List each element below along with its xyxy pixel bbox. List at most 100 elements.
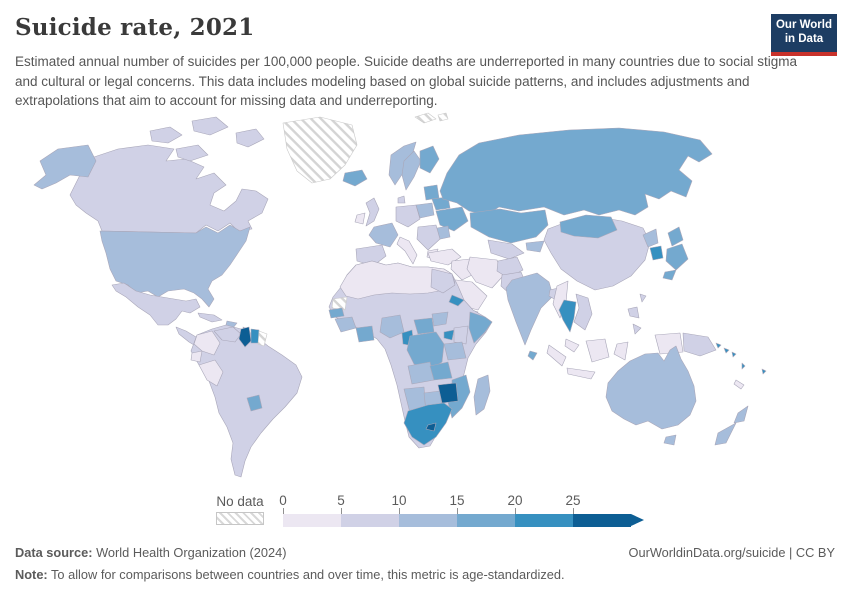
country-australia[interactable]: [605, 345, 697, 430]
chart-subtitle: Estimated annual number of suicides per …: [15, 54, 797, 109]
country-india[interactable]: [505, 272, 554, 346]
country-tanzania[interactable]: [443, 341, 467, 361]
country-poland[interactable]: [415, 202, 435, 219]
region-iberia[interactable]: [355, 244, 387, 267]
country-denmark[interactable]: [397, 195, 406, 204]
country-venezuela[interactable]: [213, 326, 242, 343]
attribution-link[interactable]: OurWorldinData.org/suicide | CC BY: [628, 545, 836, 560]
country-uruguay[interactable]: [246, 394, 263, 412]
country-kyrgyzstan[interactable]: [525, 240, 545, 253]
country-ukraine[interactable]: [435, 206, 469, 232]
region-indochina[interactable]: [573, 293, 593, 331]
legend-tick-mark: [573, 508, 574, 514]
region-western-sahara[interactable]: [331, 296, 348, 311]
owid-logo[interactable]: Our World in Data: [771, 14, 837, 56]
legend-tick-label-25: 25: [565, 493, 581, 508]
country-sweden[interactable]: [401, 150, 422, 191]
country-italy[interactable]: [396, 236, 418, 265]
legend-no-data-label: No data: [216, 494, 264, 509]
country-papua-new-guinea[interactable]: [682, 332, 717, 357]
country-senegal[interactable]: [328, 307, 345, 319]
country-angola[interactable]: [407, 361, 435, 385]
legend-bin-0-5[interactable]: [283, 514, 341, 527]
country-peru[interactable]: [198, 359, 224, 387]
country-malaysia[interactable]: [564, 338, 580, 353]
country-japan[interactable]: [662, 226, 689, 281]
country-somalia[interactable]: [468, 311, 493, 344]
country-south-sudan[interactable]: [431, 311, 449, 327]
region-north-africa[interactable]: [339, 260, 456, 300]
country-zambia[interactable]: [429, 361, 453, 381]
legend-no-data-swatch[interactable]: [216, 512, 264, 525]
country-taiwan[interactable]: [639, 293, 647, 303]
country-iceland[interactable]: [342, 169, 368, 187]
country-uk[interactable]: [365, 197, 380, 227]
country-fiji[interactable]: [761, 368, 767, 375]
country-philippines[interactable]: [627, 306, 642, 335]
country-svalbard[interactable]: [414, 112, 449, 124]
page-title: Suicide rate, 2021: [15, 14, 255, 41]
region-baltics[interactable]: [423, 184, 440, 201]
country-lesotho[interactable]: [425, 422, 437, 432]
note-label: Note:: [15, 567, 48, 582]
country-vanuatu[interactable]: [741, 362, 746, 370]
country-indonesia[interactable]: [546, 338, 629, 380]
island-tasmania[interactable]: [663, 434, 677, 446]
country-canada-arctic-islands[interactable]: [149, 116, 265, 162]
country-alaska[interactable]: [33, 144, 97, 190]
note-text: To allow for comparisons between countri…: [47, 567, 565, 582]
country-madagascar[interactable]: [473, 374, 491, 416]
note-line: Note: To allow for comparisons between c…: [15, 567, 565, 582]
region-central-asia[interactable]: [487, 239, 525, 260]
country-cuba[interactable]: [197, 312, 223, 323]
country-iran[interactable]: [466, 256, 504, 289]
country-finland[interactable]: [419, 145, 440, 174]
country-solomon-islands[interactable]: [715, 342, 737, 358]
region-west-new-guinea[interactable]: [654, 332, 684, 355]
country-france[interactable]: [368, 222, 399, 248]
country-eritrea[interactable]: [448, 294, 465, 307]
region-germany-central-europe[interactable]: [395, 204, 421, 228]
country-zimbabwe[interactable]: [437, 382, 459, 404]
legend-tick-mark: [399, 508, 400, 514]
country-mongolia[interactable]: [559, 214, 618, 239]
data-source-line: Data source: World Health Organization (…: [15, 545, 286, 560]
country-north-korea[interactable]: [642, 228, 659, 248]
region-guinea[interactable]: [334, 316, 357, 333]
country-sri-lanka[interactable]: [527, 350, 538, 361]
country-kenya[interactable]: [453, 325, 469, 345]
country-usa[interactable]: [99, 224, 251, 308]
country-new-zealand[interactable]: [714, 405, 749, 446]
country-ireland[interactable]: [354, 212, 366, 225]
country-uganda[interactable]: [443, 329, 455, 341]
country-guyana[interactable]: [238, 326, 252, 348]
data-source-label: Data source:: [15, 545, 93, 560]
legend-bin-5-10[interactable]: [341, 514, 399, 527]
region-balkans[interactable]: [416, 224, 441, 251]
legend-bin-10-15[interactable]: [399, 514, 457, 527]
country-south-korea[interactable]: [649, 245, 664, 261]
legend-bin-20-25[interactable]: [515, 514, 573, 527]
legend-bin-25-plus[interactable]: [573, 514, 631, 527]
country-kazakhstan[interactable]: [469, 208, 549, 244]
legend-color-scale: [283, 514, 644, 527]
country-suriname[interactable]: [250, 328, 260, 344]
country-egypt[interactable]: [430, 268, 456, 294]
country-central-african-republic[interactable]: [413, 317, 435, 335]
country-ecuador[interactable]: [190, 350, 203, 363]
country-south-africa[interactable]: [403, 402, 453, 446]
legend-tick-mark: [341, 508, 342, 514]
region-ghana-cote-divoire[interactable]: [355, 325, 375, 343]
country-colombia[interactable]: [193, 330, 221, 356]
country-mexico[interactable]: [111, 282, 201, 326]
region-new-caledonia[interactable]: [733, 379, 745, 390]
country-russia[interactable]: [439, 127, 713, 216]
region-french-guiana[interactable]: [257, 330, 268, 347]
country-greenland[interactable]: [282, 116, 358, 184]
legend-bin-15-20[interactable]: [457, 514, 515, 527]
country-canada[interactable]: [69, 144, 269, 234]
country-thailand[interactable]: [558, 299, 577, 333]
country-nigeria[interactable]: [379, 314, 405, 339]
logo-line-2: in Data: [784, 33, 824, 46]
